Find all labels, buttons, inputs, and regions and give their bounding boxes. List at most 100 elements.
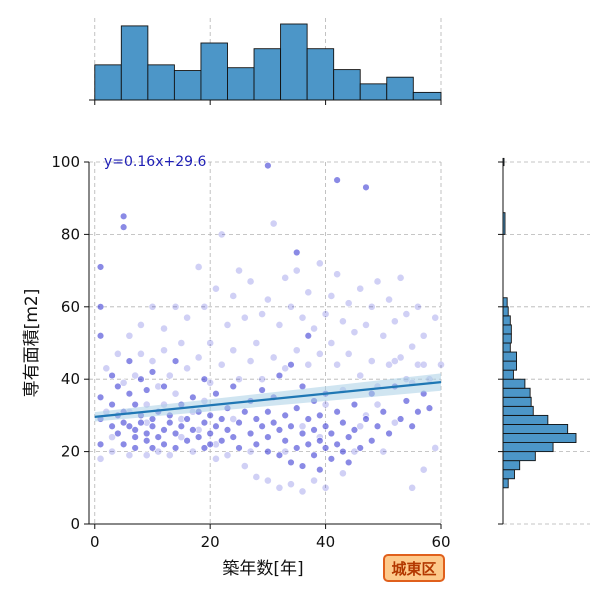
data-point [293,444,301,452]
data-point [206,411,214,420]
right-histogram-bar [502,297,508,308]
scatter-grid [89,161,442,525]
data-point [327,429,336,438]
top-histogram-bar [173,70,202,101]
data-point [160,324,168,333]
data-point [183,415,191,423]
data-point [206,339,215,347]
data-point [148,444,157,452]
data-point [246,447,255,456]
data-point [218,415,226,423]
data-point [246,357,255,365]
data-point [258,422,266,430]
data-point [217,360,226,369]
data-point [119,223,128,231]
data-point [229,415,238,423]
data-point [396,353,405,362]
top-histogram-bar [227,67,255,101]
data-point [235,418,243,427]
data-point [390,357,399,365]
data-point [108,433,116,442]
data-point [402,397,411,405]
data-point [292,346,301,355]
data-point [333,270,342,279]
data-point [396,415,405,423]
data-point [327,455,336,463]
data-point [200,444,209,452]
data-point [356,444,364,452]
data-point [148,368,157,376]
x-axis-title: 築年数[年] [222,559,303,579]
data-point [183,437,191,445]
data-point [212,389,220,398]
top-histogram-ticks [94,100,442,105]
data-point [333,440,341,449]
data-point [206,429,214,438]
data-point [177,422,186,430]
data-point [131,400,139,409]
right-histogram-bar [502,342,511,353]
data-point [350,400,359,409]
right-histogram-bar [502,306,509,317]
data-point [143,386,151,394]
data-point [218,437,226,445]
y-tick-label: 80 [61,225,80,243]
data-point [316,466,324,474]
data-point [431,444,440,452]
data-point [269,353,278,362]
top-histogram-bar [94,64,122,101]
data-point [183,364,191,373]
data-point [414,360,422,369]
right-histogram-bar [502,315,511,326]
data-point [321,422,330,430]
data-point [408,342,417,351]
data-point [419,465,428,474]
data-point [160,382,168,391]
data-point [235,444,243,452]
data-point [327,339,336,347]
data-point [379,447,388,456]
data-point [125,331,134,340]
data-point [304,440,312,449]
data-point [235,375,243,384]
data-point [212,454,220,463]
data-point [333,176,341,184]
data-point [229,346,238,355]
data-point [119,440,128,449]
data-point [414,302,422,311]
data-point [263,295,272,304]
data-point [200,375,209,383]
top-histogram-bar [147,64,175,101]
data-point [390,317,399,326]
data-point [367,357,376,365]
data-point [367,302,376,311]
top-histogram-bar [333,69,361,101]
top-histogram-bar [306,48,335,101]
data-point [321,310,330,318]
data-point [137,320,145,329]
data-point [316,437,324,445]
data-point [125,357,134,365]
data-point [431,313,440,322]
data-point [402,310,411,318]
data-point [200,418,209,427]
data-point [264,161,272,170]
data-point [189,393,197,401]
right-histogram-bar [502,351,518,362]
data-point [315,259,324,268]
data-point [160,426,168,434]
x-tick-label: 20 [201,533,220,551]
data-point [194,433,203,441]
data-point [281,364,290,373]
data-point [339,447,347,456]
data-point [437,360,445,369]
data-point [96,454,105,463]
x-tick-label: 0 [90,533,100,551]
data-point [171,429,180,438]
data-point [396,273,405,282]
data-point [212,284,220,293]
data-point [188,447,197,456]
data-point [368,437,376,445]
data-point [269,418,278,427]
data-point [298,487,307,496]
